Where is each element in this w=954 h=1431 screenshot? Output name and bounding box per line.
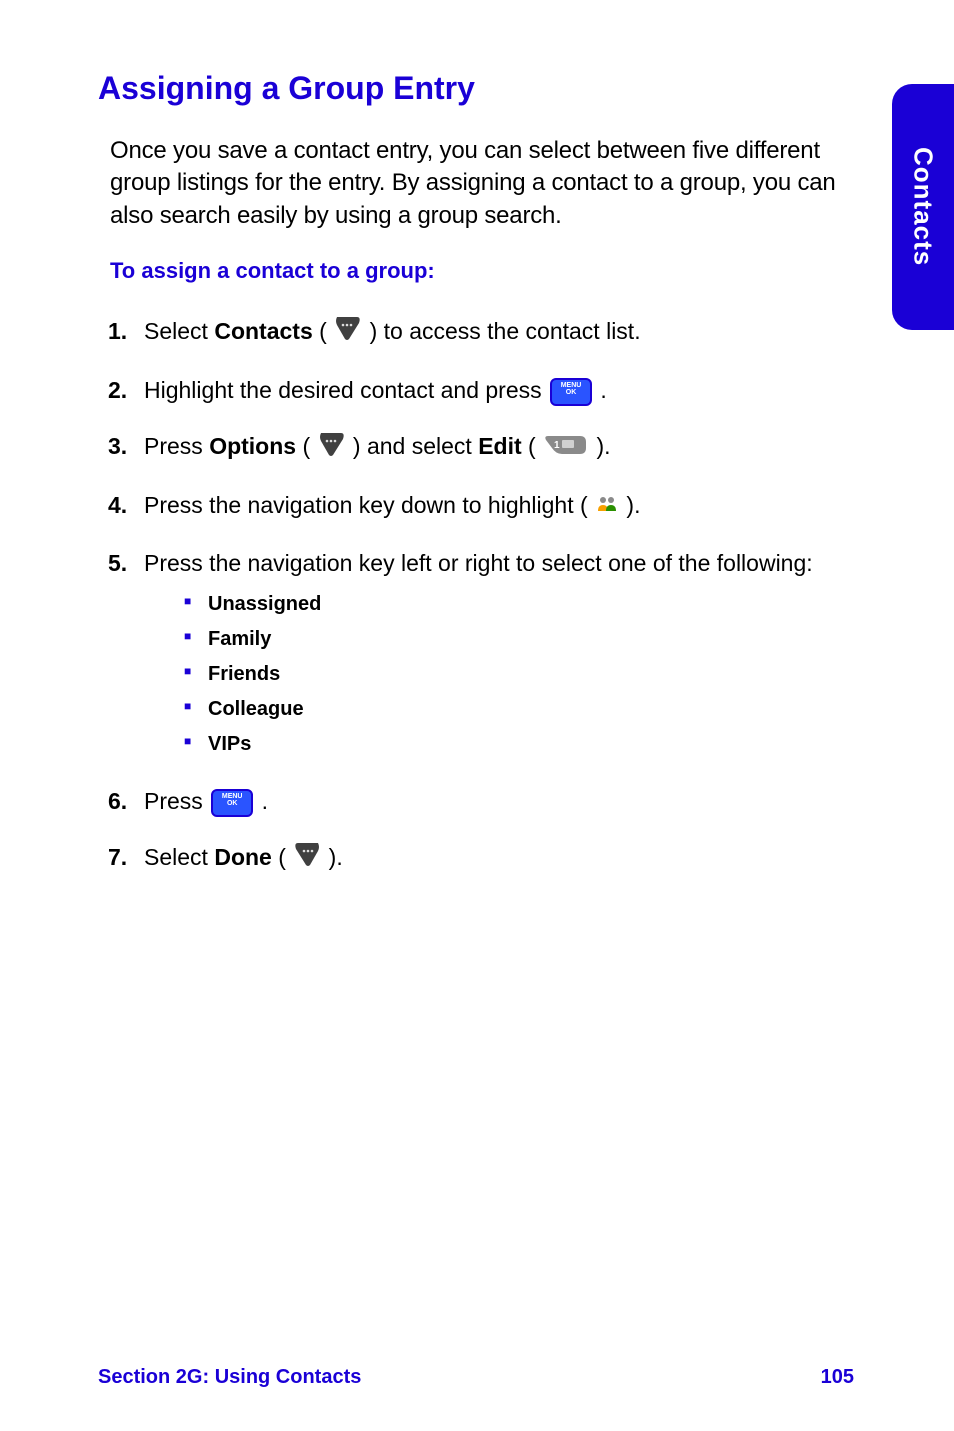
group-icon — [596, 490, 618, 525]
step-text: ). — [590, 433, 610, 459]
softkey-right-icon — [319, 431, 345, 467]
step-text: ( — [272, 844, 292, 870]
page-content: Assigning a Group Entry Once you save a … — [0, 0, 954, 877]
group-option: Colleague — [208, 692, 854, 727]
step-number: 3. — [108, 429, 127, 464]
step-text: Press the navigation key left or right t… — [144, 550, 813, 576]
step-bold: Done — [214, 844, 272, 870]
sub-heading: To assign a contact to a group: — [98, 258, 854, 284]
step-text: Highlight the desired contact and press — [144, 377, 548, 403]
svg-text:1: 1 — [554, 440, 560, 451]
step-text: . — [255, 788, 268, 814]
step-text: Select — [144, 844, 214, 870]
group-option: VIPs — [208, 727, 854, 762]
group-option: Unassigned — [208, 587, 854, 622]
step-text: Select — [144, 318, 214, 344]
step-number: 7. — [108, 840, 127, 875]
footer-section: Section 2G: Using Contacts — [98, 1366, 361, 1389]
menu-ok-icon — [211, 789, 253, 817]
step-number: 5. — [108, 546, 127, 581]
step-text: Press — [144, 788, 209, 814]
step-text: ). — [620, 492, 640, 518]
step-bold: Edit — [478, 433, 521, 459]
step-number: 1. — [108, 314, 127, 349]
step-4: 4. Press the navigation key down to high… — [144, 488, 854, 524]
step-number: 2. — [108, 373, 127, 408]
softkey-right-icon — [335, 315, 361, 351]
step-text: ) and select — [347, 433, 479, 459]
one-key-icon: 1 — [544, 431, 588, 466]
step-6: 6. Press . — [144, 784, 854, 819]
step-text: . — [594, 377, 607, 403]
step-text: ( — [313, 318, 333, 344]
step-bold: Contacts — [214, 318, 312, 344]
step-text: Press the navigation key down to highlig… — [144, 492, 594, 518]
group-option: Friends — [208, 657, 854, 692]
softkey-left-icon — [294, 841, 320, 877]
intro-paragraph: Once you save a contact entry, you can s… — [98, 135, 854, 232]
group-options-list: Unassigned Family Friends Colleague VIPs — [144, 587, 854, 762]
steps-list: 1. Select Contacts ( ) to access the con… — [98, 314, 854, 877]
step-text: Press — [144, 433, 209, 459]
page-footer: Section 2G: Using Contacts 105 — [98, 1366, 854, 1389]
step-2: 2. Highlight the desired contact and pre… — [144, 373, 854, 408]
step-text: ( — [296, 433, 316, 459]
section-title: Assigning a Group Entry — [98, 70, 854, 107]
group-option: Family — [208, 622, 854, 657]
step-text: ( — [522, 433, 542, 459]
step-3: 3. Press Options ( ) and select Edit ( 1… — [144, 429, 854, 466]
step-text: ). — [322, 844, 342, 870]
step-bold: Options — [209, 433, 296, 459]
step-1: 1. Select Contacts ( ) to access the con… — [144, 314, 854, 351]
step-text: ) to access the contact list. — [363, 318, 640, 344]
menu-ok-icon — [550, 378, 592, 406]
step-5: 5. Press the navigation key left or righ… — [144, 546, 854, 762]
footer-page-number: 105 — [821, 1366, 854, 1389]
step-number: 4. — [108, 488, 127, 523]
step-number: 6. — [108, 784, 127, 819]
step-7: 7. Select Done ( ). — [144, 840, 854, 877]
